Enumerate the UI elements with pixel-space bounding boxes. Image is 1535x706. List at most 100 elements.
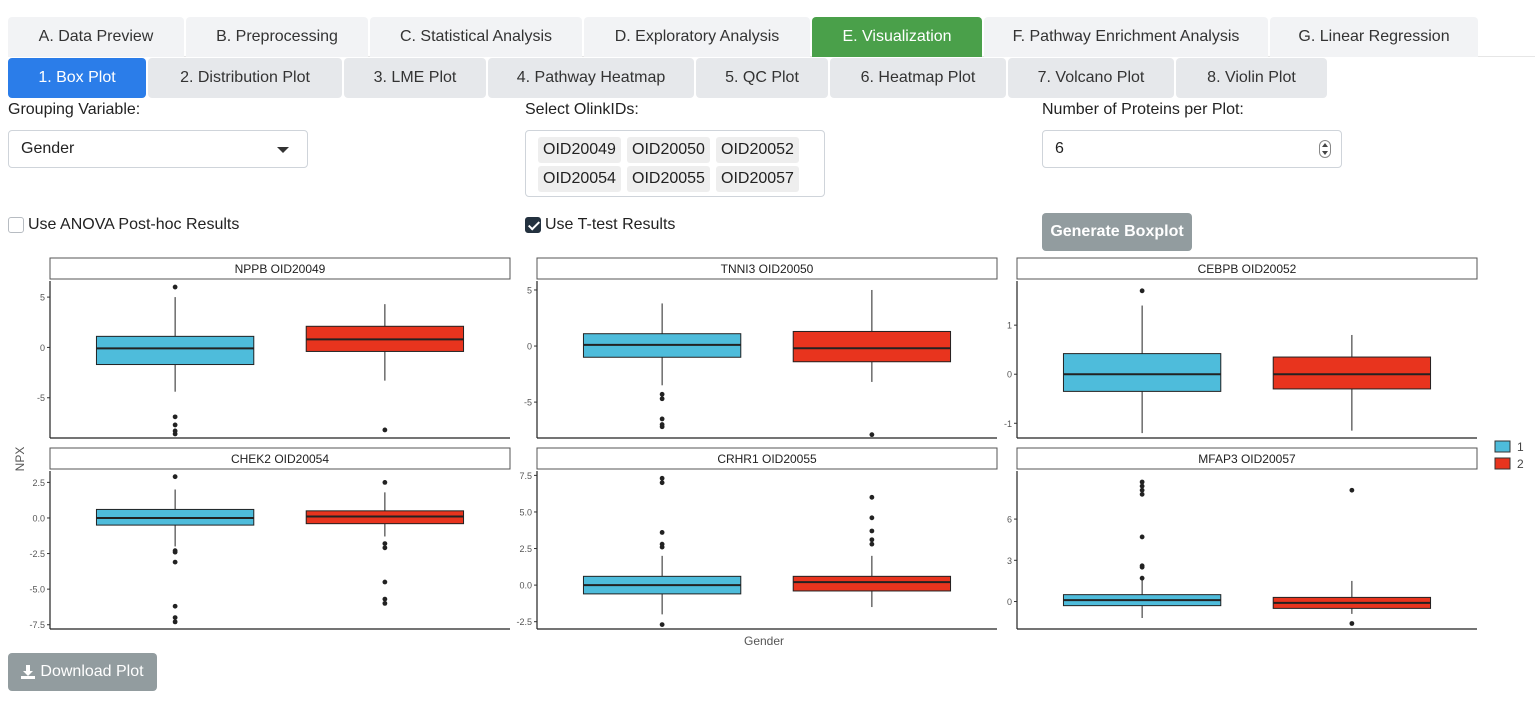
subtab-violin-plot[interactable]: 8. Violin Plot: [1176, 58, 1327, 98]
y-tick-label: -2.5: [29, 549, 45, 559]
grouping-variable-value: Gender: [21, 140, 75, 157]
anova-checkbox[interactable]: [8, 217, 24, 233]
olink-ids-multiselect[interactable]: OID20049 OID20050 OID20052 OID20054 OID2…: [525, 130, 825, 197]
tab-pathway-enrichment[interactable]: F. Pathway Enrichment Analysis: [984, 17, 1268, 57]
subtab-volcano-plot[interactable]: 7. Volcano Plot: [1008, 58, 1174, 98]
proteins-per-plot-input[interactable]: 6: [1042, 130, 1342, 168]
outlier-point: [1139, 288, 1145, 294]
outlier-point: [659, 544, 665, 550]
panel-title: CEBPB OID20052: [1198, 262, 1297, 276]
y-tick-label: 1: [1007, 321, 1012, 331]
outlier-point: [869, 515, 875, 521]
panel-crhr1-oid20055: CRHR1 OID20055 7.5 5.0 2.5 0.0 -2.5: [516, 447, 998, 630]
olink-id-chip[interactable]: OID20057: [716, 166, 799, 192]
olink-id-chip[interactable]: OID20052: [716, 137, 799, 163]
tab-data-preview[interactable]: A. Data Preview: [8, 17, 184, 57]
panel-strip: [49, 257, 511, 280]
y-tick-label: 7.5: [519, 471, 532, 481]
outlier-point: [1139, 491, 1145, 497]
outlier-point: [869, 537, 875, 543]
box-group-1: [95, 335, 255, 366]
y-tick-label: 0: [1007, 370, 1012, 380]
subtab-heatmap-plot[interactable]: 6. Heatmap Plot: [830, 58, 1006, 98]
panel-title: CRHR1 OID20055: [717, 452, 817, 466]
outlier-point: [1139, 479, 1145, 485]
outlier-point: [659, 475, 665, 481]
outlier-point: [172, 431, 178, 437]
main-tabs: A. Data Preview B. Preprocessing C. Stat…: [8, 17, 1535, 57]
panel-title: TNNI3 OID20050: [721, 262, 814, 276]
outlier-point: [1349, 621, 1355, 626]
panel-cebpb-oid20052: CEBPB OID20052 1 0 -1: [1004, 257, 1478, 439]
anova-checkbox-row[interactable]: Use ANOVA Post-hoc Results: [8, 216, 239, 234]
olink-id-chip[interactable]: OID20049: [538, 137, 621, 163]
panel-strip: [536, 447, 998, 470]
tab-linear-regression[interactable]: G. Linear Regression: [1270, 17, 1478, 57]
ttest-checkbox-row[interactable]: Use T-test Results: [525, 216, 675, 234]
y-tick-label: 5: [40, 293, 45, 303]
number-spinner-icon[interactable]: [1319, 140, 1331, 158]
outlier-point: [659, 416, 665, 422]
panel-strip: [1016, 447, 1478, 470]
subtab-box-plot[interactable]: 1. Box Plot: [8, 58, 146, 98]
subtab-distribution-plot[interactable]: 2. Distribution Plot: [148, 58, 342, 98]
ttest-checkbox-label: Use T-test Results: [545, 216, 676, 233]
download-plot-button[interactable]: Download Plot: [8, 653, 157, 691]
y-tick-label: 0.0: [32, 513, 45, 523]
y-axis-label: NPX: [13, 447, 27, 472]
outlier-point: [1139, 483, 1145, 489]
outlier-point: [869, 528, 875, 534]
outlier-point: [659, 480, 665, 486]
panel-strip: [536, 257, 998, 280]
ttest-checkbox[interactable]: [525, 217, 541, 233]
y-tick-label: -2.5: [516, 617, 532, 627]
grouping-variable-select[interactable]: Gender: [8, 130, 308, 168]
tab-exploratory-analysis[interactable]: D. Exploratory Analysis: [584, 17, 810, 57]
outlier-point: [659, 622, 665, 628]
panel-title: NPPB OID20049: [235, 262, 326, 276]
panel-nppb-oid20049: NPPB OID20049 5 0 -5: [37, 257, 511, 439]
outlier-point: [1139, 487, 1145, 493]
proteins-per-plot-label: Number of Proteins per Plot:: [1042, 101, 1244, 118]
olink-id-chip[interactable]: OID20054: [538, 166, 621, 192]
subtab-pathway-heatmap[interactable]: 4. Pathway Heatmap: [488, 58, 694, 98]
y-tick-label: -5: [524, 398, 532, 408]
outlier-point: [659, 530, 665, 535]
panel-title: CHEK2 OID20054: [231, 452, 329, 466]
panel-title: MFAP3 OID20057: [1198, 452, 1296, 466]
legend-swatch-1: [1494, 440, 1511, 453]
legend: 1 2: [1494, 440, 1524, 471]
outlier-point: [382, 541, 388, 546]
download-plot-label: Download Plot: [40, 663, 144, 680]
y-tick-label: 2.5: [519, 544, 532, 554]
tab-statistical-analysis[interactable]: C. Statistical Analysis: [370, 17, 582, 57]
outlier-point: [172, 559, 178, 565]
outlier-point: [382, 479, 388, 485]
panel-chek2-oid20054: CHEK2 OID20054 2.5 0.0 -2.5 -5.0 -7.5: [29, 447, 511, 630]
y-tick-label: 0: [40, 343, 45, 353]
y-tick-label: 0: [527, 342, 532, 352]
outlier-point: [1139, 534, 1145, 540]
generate-boxplot-button[interactable]: Generate Boxplot: [1042, 213, 1192, 251]
subtab-qc-plot[interactable]: 5. QC Plot: [696, 58, 828, 98]
subtab-lme-plot[interactable]: 3. LME Plot: [344, 58, 486, 98]
y-tick-label: 5: [527, 285, 532, 295]
outlier-point: [382, 545, 388, 551]
tab-preprocessing[interactable]: B. Preprocessing: [186, 17, 368, 57]
legend-label-1: 1: [1517, 440, 1524, 454]
panel-strip: [49, 447, 511, 470]
olink-id-chip[interactable]: OID20050: [627, 137, 710, 163]
panel-strip: [1016, 257, 1478, 280]
outlier-point: [1139, 564, 1145, 570]
tab-visualization[interactable]: E. Visualization: [812, 17, 982, 57]
y-tick-label: 0.0: [519, 581, 532, 591]
outlier-point: [172, 414, 178, 420]
anova-checkbox-label: Use ANOVA Post-hoc Results: [28, 216, 240, 233]
outlier-point: [172, 603, 178, 609]
olink-id-chip[interactable]: OID20055: [627, 166, 710, 192]
outlier-point: [659, 391, 665, 397]
panel-tnni3-oid20050: TNNI3 OID20050 5 0 -5: [524, 257, 998, 439]
proteins-per-plot-value: 6: [1055, 140, 1064, 157]
y-tick-label: -7.5: [29, 620, 45, 630]
